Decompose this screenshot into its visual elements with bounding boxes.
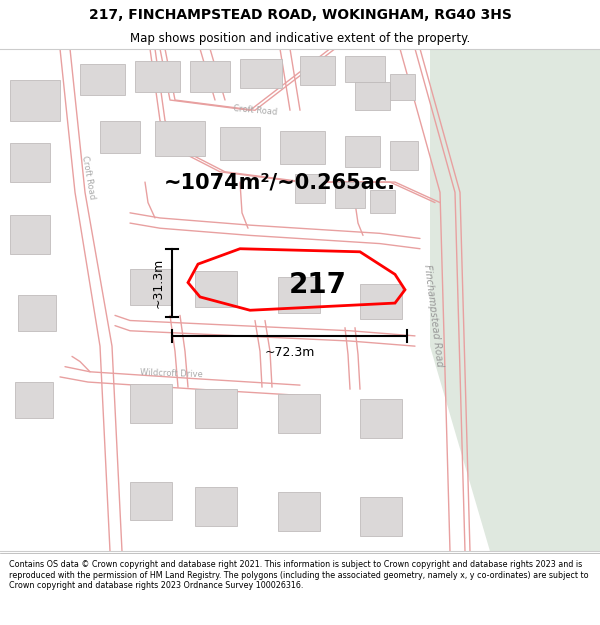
Text: Wildcroft Drive: Wildcroft Drive — [140, 368, 203, 379]
Bar — [360, 497, 402, 536]
Bar — [345, 136, 380, 167]
Bar — [240, 59, 282, 88]
Bar — [390, 74, 415, 100]
Bar — [360, 399, 402, 439]
Bar — [130, 481, 172, 521]
Bar — [278, 278, 320, 313]
Bar — [295, 174, 325, 203]
Bar — [335, 182, 365, 208]
Bar — [360, 284, 402, 319]
Bar — [15, 382, 53, 418]
Bar — [135, 61, 180, 92]
Text: Croft Road: Croft Road — [233, 104, 277, 117]
Text: Croft Road: Croft Road — [80, 154, 96, 199]
Bar — [390, 141, 418, 170]
Bar — [195, 271, 237, 307]
Text: ~72.3m: ~72.3m — [265, 346, 314, 359]
Polygon shape — [430, 49, 600, 551]
Bar — [10, 215, 50, 254]
Bar — [195, 487, 237, 526]
Bar — [278, 394, 320, 433]
Bar — [278, 492, 320, 531]
Bar — [18, 295, 56, 331]
Bar — [195, 389, 237, 428]
Text: Finchampstead Road: Finchampstead Road — [422, 264, 444, 367]
Bar — [80, 64, 125, 95]
Bar — [10, 79, 60, 121]
Bar — [100, 121, 140, 153]
Bar — [220, 127, 260, 159]
Bar — [130, 269, 172, 305]
Bar — [155, 121, 205, 156]
Text: ~31.3m: ~31.3m — [151, 258, 164, 308]
Bar — [300, 56, 335, 84]
Bar — [130, 384, 172, 423]
Text: 217, FINCHAMPSTEAD ROAD, WOKINGHAM, RG40 3HS: 217, FINCHAMPSTEAD ROAD, WOKINGHAM, RG40… — [89, 8, 511, 22]
Bar — [355, 82, 390, 110]
Text: 217: 217 — [289, 271, 346, 299]
Text: ~1074m²/~0.265ac.: ~1074m²/~0.265ac. — [164, 172, 396, 192]
Bar — [190, 61, 230, 92]
Bar — [10, 143, 50, 182]
Bar — [345, 56, 385, 82]
Bar — [370, 190, 395, 213]
Bar — [280, 131, 325, 164]
Text: Contains OS data © Crown copyright and database right 2021. This information is : Contains OS data © Crown copyright and d… — [9, 560, 589, 590]
Text: Map shows position and indicative extent of the property.: Map shows position and indicative extent… — [130, 31, 470, 44]
